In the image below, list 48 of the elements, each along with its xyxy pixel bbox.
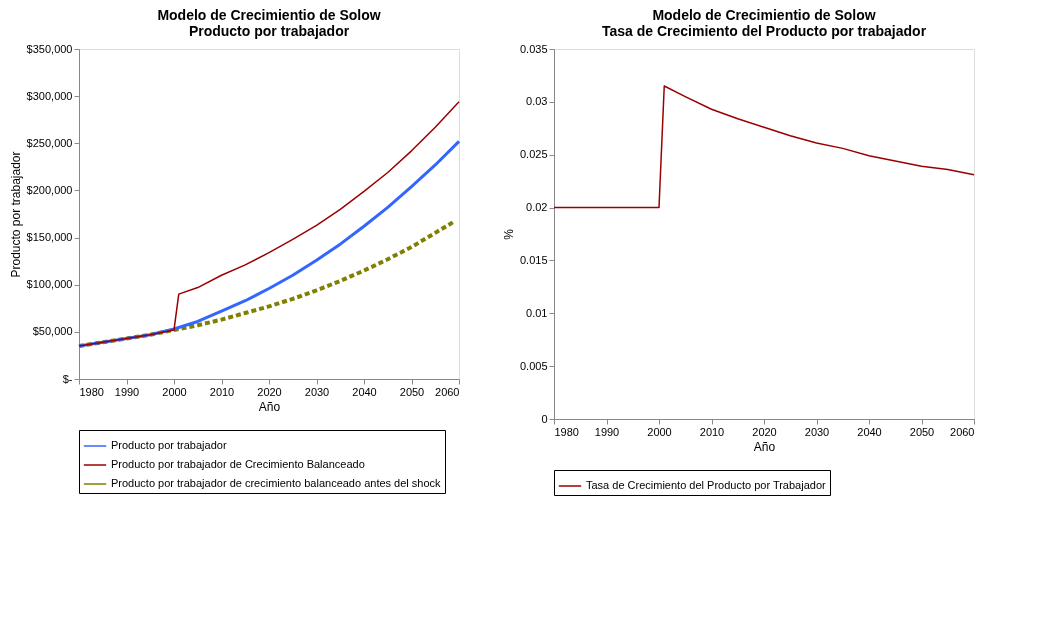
y-tick-label: 0 [541, 412, 548, 425]
text: Tasa de Crecimiento del Producto por trabajador [601, 23, 927, 39]
x-axis-title: Año [258, 399, 281, 414]
x-tick-label: 2050 [909, 425, 935, 438]
y-tick-label: 0.005 [519, 359, 548, 372]
y-axis-title: % [501, 228, 516, 240]
line-series [78, 101, 460, 347]
y-tick-label: $200,000 [26, 183, 73, 196]
y-tick-label: $50,000 [32, 325, 73, 338]
x-tick-label: 2000 [162, 385, 187, 398]
legend-label: Producto por trabajador [111, 439, 227, 451]
x-tick-label: 2060 [950, 425, 975, 438]
x-tick-label: 2040 [857, 425, 882, 438]
y-tick-label: 0.035 [519, 42, 548, 55]
x-tick-label: 2020 [257, 385, 282, 398]
x-tick-label: 2040 [352, 385, 377, 398]
y-tick-label: 0.03 [526, 95, 548, 108]
x-tick-label: 1980 [554, 425, 579, 438]
x-tick-label: 2030 [304, 385, 330, 398]
x-axis-title: Año [753, 439, 776, 454]
legend-label: Tasa de Crecimiento del Producto por Trabajador [586, 479, 827, 491]
x-tick-label: 2060 [435, 385, 460, 398]
y-tick-label: 0.01 [526, 306, 548, 319]
line-series [553, 85, 975, 209]
x-tick-label: 2020 [752, 425, 777, 438]
x-tick-label: 1990 [594, 425, 620, 438]
x-tick-label: 2010 [699, 425, 725, 438]
y-tick-label: $- [62, 372, 73, 385]
x-tick-label: 2050 [399, 385, 425, 398]
legend-label: Producto por trabajador de Crecimiento Balanceado [111, 458, 365, 470]
y-tick-label: $350,000 [26, 42, 73, 55]
y-tick-label: 0.025 [519, 148, 548, 161]
x-tick-label: 2010 [209, 385, 235, 398]
text: Modelo de Crecimientio de Solow [652, 7, 876, 23]
x-tick-label: 1980 [79, 385, 104, 398]
y-tick-label: $150,000 [26, 231, 73, 244]
x-tick-label: 2000 [647, 425, 672, 438]
y-tick-label: $100,000 [26, 278, 73, 291]
text: Modelo de Crecimientio de Solow [157, 7, 381, 23]
text: Producto por trabajador [188, 23, 350, 39]
x-tick-label: 1990 [114, 385, 140, 398]
y-axis-title: Producto por trabajador [8, 151, 23, 278]
y-tick-label: $250,000 [26, 136, 73, 149]
y-tick-label: 0.015 [519, 253, 548, 266]
y-tick-label: 0.02 [526, 201, 548, 214]
x-tick-label: 2030 [804, 425, 830, 438]
legend-label: Producto por trabajador de crecimiento balanceado antes del shock [111, 477, 442, 489]
y-tick-label: $300,000 [26, 89, 73, 102]
